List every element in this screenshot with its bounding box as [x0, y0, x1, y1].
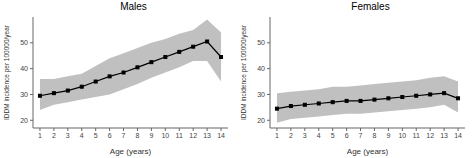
- svg-text:30: 30: [20, 91, 28, 98]
- svg-text:6: 6: [345, 132, 349, 139]
- svg-text:5: 5: [94, 132, 98, 139]
- svg-text:IDDM incidence per 100000/year: IDDM incidence per 100000/year: [240, 24, 248, 120]
- svg-text:13: 13: [203, 132, 211, 139]
- svg-text:5: 5: [331, 132, 335, 139]
- svg-text:50: 50: [257, 39, 265, 46]
- svg-text:13: 13: [440, 132, 448, 139]
- svg-text:6: 6: [108, 132, 112, 139]
- svg-text:4: 4: [317, 132, 321, 139]
- svg-text:40: 40: [20, 65, 28, 72]
- svg-text:3: 3: [66, 132, 70, 139]
- svg-text:11: 11: [413, 132, 420, 139]
- svg-text:50: 50: [20, 39, 28, 46]
- svg-text:9: 9: [149, 132, 153, 139]
- svg-text:8: 8: [136, 132, 140, 139]
- html-text:Females: Females: [351, 1, 390, 12]
- svg-text:11: 11: [176, 132, 183, 139]
- svg-text:2: 2: [52, 132, 56, 139]
- svg-text:12: 12: [426, 132, 434, 139]
- svg-text:IDDM incidence per 100000/year: IDDM incidence per 100000/year: [3, 24, 11, 120]
- svg-text:9: 9: [386, 132, 390, 139]
- svg-text:1: 1: [275, 132, 279, 139]
- svg-text:8: 8: [373, 132, 377, 139]
- svg-text:Age (years): Age (years): [110, 147, 152, 156]
- svg-text:40: 40: [257, 65, 265, 72]
- svg-text:7: 7: [122, 132, 126, 139]
- svg-text:7: 7: [359, 132, 363, 139]
- svg-text:30: 30: [257, 91, 265, 98]
- html-text:Males: Males: [120, 1, 147, 12]
- svg-text:20: 20: [20, 117, 28, 124]
- svg-text:10: 10: [161, 132, 169, 139]
- svg-text:12: 12: [189, 132, 197, 139]
- svg-text:14: 14: [217, 132, 225, 139]
- svg-text:Age (years): Age (years): [347, 147, 389, 156]
- svg-text:20: 20: [257, 117, 265, 124]
- svg-text:3: 3: [303, 132, 307, 139]
- svg-text:10: 10: [398, 132, 406, 139]
- svg-text:1: 1: [38, 132, 42, 139]
- svg-text:14: 14: [454, 132, 462, 139]
- svg-text:2: 2: [289, 132, 293, 139]
- svg-text:4: 4: [80, 132, 84, 139]
